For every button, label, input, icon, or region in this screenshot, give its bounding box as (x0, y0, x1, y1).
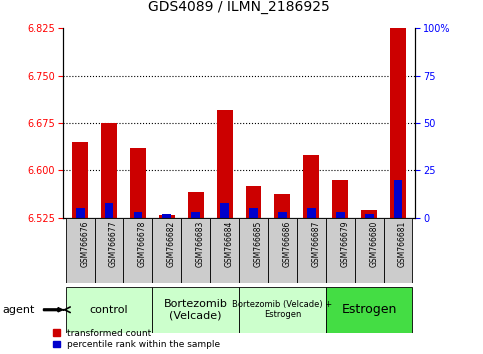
Text: GSM766685: GSM766685 (254, 221, 263, 267)
FancyBboxPatch shape (95, 218, 124, 283)
Text: Bortezomib (Velcade) +
Estrogen: Bortezomib (Velcade) + Estrogen (232, 300, 332, 319)
Text: Estrogen: Estrogen (341, 303, 397, 316)
FancyBboxPatch shape (181, 218, 210, 283)
Text: GSM766681: GSM766681 (398, 221, 407, 267)
Bar (332, 180, 348, 218)
Text: GSM766677: GSM766677 (109, 221, 118, 268)
FancyBboxPatch shape (239, 287, 326, 333)
Bar (394, 180, 402, 218)
FancyBboxPatch shape (384, 218, 412, 283)
FancyBboxPatch shape (66, 218, 95, 283)
FancyBboxPatch shape (124, 218, 152, 283)
Bar (188, 193, 204, 218)
Bar (130, 148, 146, 218)
Bar (191, 212, 200, 218)
Bar (365, 214, 373, 218)
Text: GSM766683: GSM766683 (196, 221, 205, 267)
Text: GSM766678: GSM766678 (138, 221, 147, 267)
FancyBboxPatch shape (326, 218, 355, 283)
Bar (162, 214, 171, 218)
Legend: transformed count, percentile rank within the sample: transformed count, percentile rank withi… (53, 329, 220, 349)
Bar (101, 123, 117, 218)
Bar (303, 155, 319, 218)
Text: Bortezomib
(Velcade): Bortezomib (Velcade) (164, 299, 227, 321)
Bar (249, 208, 258, 218)
Bar (361, 210, 377, 218)
Bar (76, 208, 85, 218)
Text: GSM766686: GSM766686 (283, 221, 291, 267)
Bar (336, 212, 344, 218)
Text: agent: agent (2, 305, 35, 315)
FancyBboxPatch shape (239, 218, 268, 283)
Text: GSM766684: GSM766684 (225, 221, 234, 267)
Bar (390, 24, 406, 218)
FancyBboxPatch shape (152, 287, 239, 333)
Bar (245, 186, 261, 218)
Bar (220, 202, 229, 218)
Text: GSM766676: GSM766676 (80, 221, 89, 268)
FancyBboxPatch shape (326, 287, 412, 333)
FancyBboxPatch shape (297, 218, 326, 283)
Text: GSM766679: GSM766679 (340, 221, 349, 268)
FancyBboxPatch shape (66, 287, 152, 333)
Text: control: control (90, 305, 128, 315)
Text: GDS4089 / ILMN_2186925: GDS4089 / ILMN_2186925 (148, 0, 330, 14)
Bar (105, 202, 114, 218)
Bar (72, 142, 88, 218)
FancyBboxPatch shape (210, 218, 239, 283)
Bar (307, 208, 316, 218)
Text: GSM766687: GSM766687 (312, 221, 320, 267)
Bar (217, 110, 233, 218)
FancyBboxPatch shape (355, 218, 384, 283)
FancyBboxPatch shape (152, 218, 181, 283)
Bar (134, 212, 142, 218)
Bar (278, 212, 287, 218)
Text: GSM766680: GSM766680 (369, 221, 378, 267)
Bar (159, 215, 175, 218)
Bar (274, 194, 290, 218)
Text: GSM766682: GSM766682 (167, 221, 176, 267)
FancyBboxPatch shape (268, 218, 297, 283)
